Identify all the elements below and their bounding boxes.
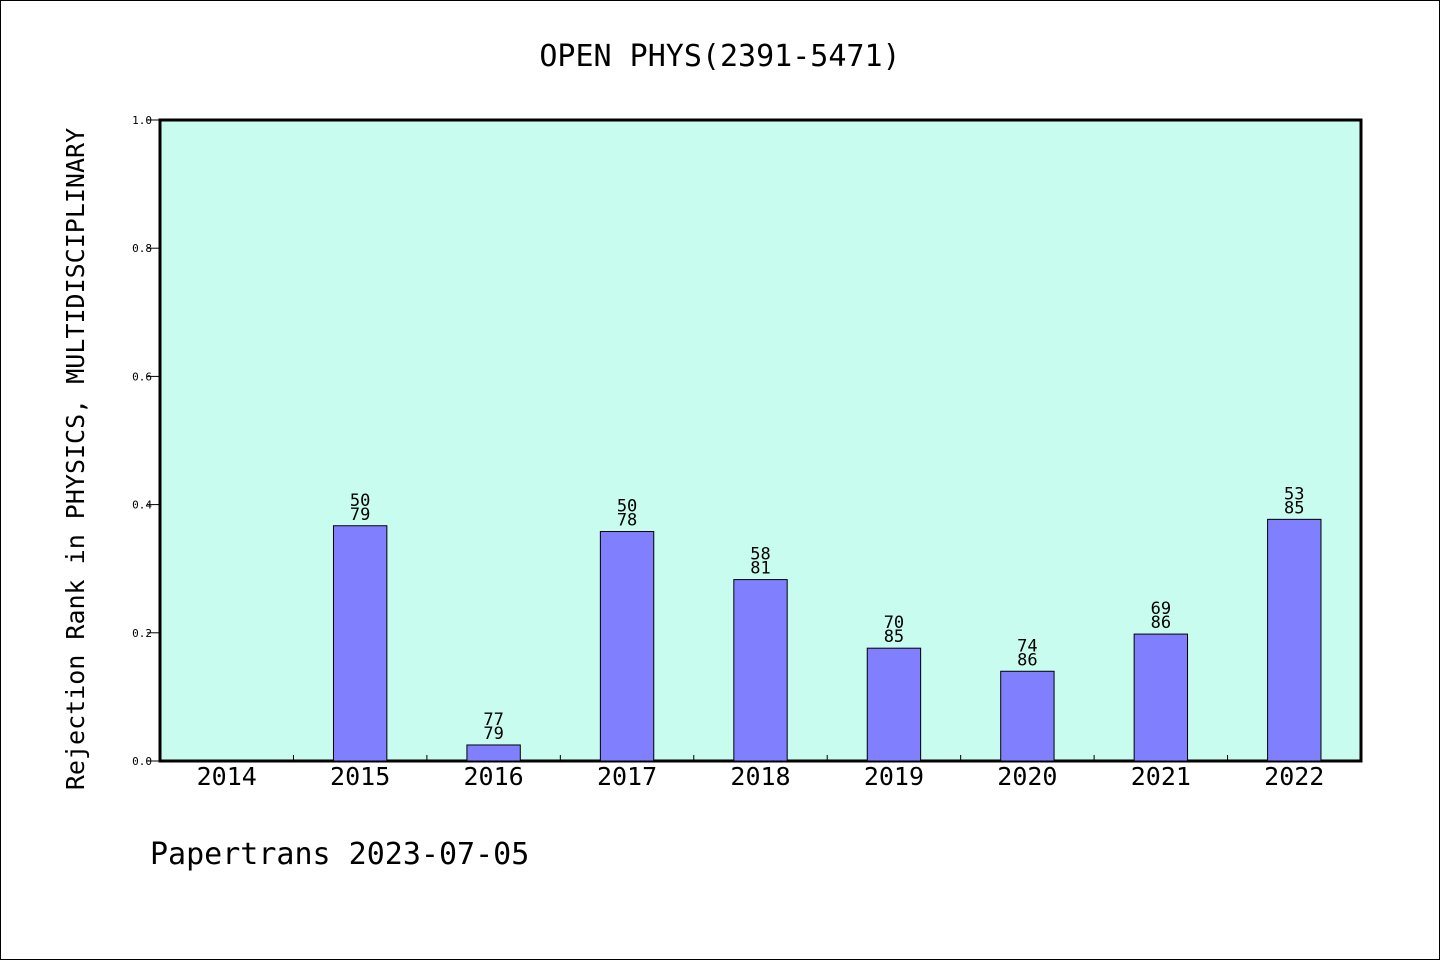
bar-2018 — [733, 579, 788, 762]
x-tick-label-2016: 2016 — [464, 762, 524, 791]
x-tick-label-2022: 2022 — [1264, 762, 1324, 791]
y-tick-label-0.4: 0.4 — [132, 499, 152, 512]
x-tick-label-2020: 2020 — [997, 762, 1057, 791]
x-tick-label-2014: 2014 — [197, 762, 257, 791]
bar-2015 — [332, 525, 388, 762]
x-tick-label-2018: 2018 — [730, 762, 790, 791]
bar-label-bottom-2022: 85 — [1284, 498, 1304, 518]
bar-2021 — [1133, 633, 1189, 762]
bar-label-top-2017: 50 — [617, 497, 637, 517]
bar-label-bottom-2021: 86 — [1151, 613, 1171, 633]
bar-label-top-2016: 77 — [483, 710, 503, 730]
x-axis: 2014 2015 2016 2017 2018 2019 2020 2021 2022 — [197, 755, 1324, 791]
x-tick-label-2015: 2015 — [330, 762, 390, 791]
x-tick-label-2021: 2021 — [1131, 762, 1191, 791]
y-axis-label: Rejection Rank in PHYSICS, MULTIDISCIPLI… — [61, 128, 90, 790]
bar-2016 — [466, 744, 521, 762]
bar-label-top-2018: 58 — [750, 545, 770, 565]
bar-label-top-2021: 69 — [1151, 599, 1171, 619]
y-axis: 0.0 0.2 0.4 0.6 0.8 1.0 — [132, 114, 160, 768]
x-tick-label-2017: 2017 — [597, 762, 657, 791]
bar-label-bottom-2020: 86 — [1017, 650, 1037, 670]
bar-2019 — [866, 647, 922, 762]
bar-label-bottom-2017: 78 — [617, 511, 637, 531]
bar-label-top-2020: 74 — [1017, 636, 1037, 656]
bar-2020 — [1000, 670, 1055, 762]
y-tick-label-0.0: 0.0 — [132, 755, 152, 768]
y-tick-label-0.8: 0.8 — [132, 242, 152, 255]
bar-2022 — [1267, 518, 1322, 762]
chart-title: OPEN PHYS(2391-5471) — [539, 39, 900, 74]
bar-label-bottom-2019: 85 — [884, 627, 904, 647]
bar-2017 — [599, 531, 655, 762]
bar-label-top-2019: 70 — [884, 613, 904, 633]
bar-label-bottom-2018: 81 — [750, 559, 770, 579]
y-tick-label-1.0: 1.0 — [132, 114, 152, 127]
bar-label-bottom-2015: 79 — [350, 505, 370, 525]
y-tick-label-0.2: 0.2 — [132, 627, 152, 640]
bar-label-top-2022: 53 — [1284, 484, 1304, 504]
x-tick-label-2019: 2019 — [864, 762, 924, 791]
bar-label-bottom-2016: 79 — [483, 724, 503, 744]
y-tick-label-0.6: 0.6 — [132, 370, 152, 383]
footer-credit: Papertrans 2023-07-05 — [150, 837, 529, 872]
bar-label-top-2015: 50 — [350, 491, 370, 511]
